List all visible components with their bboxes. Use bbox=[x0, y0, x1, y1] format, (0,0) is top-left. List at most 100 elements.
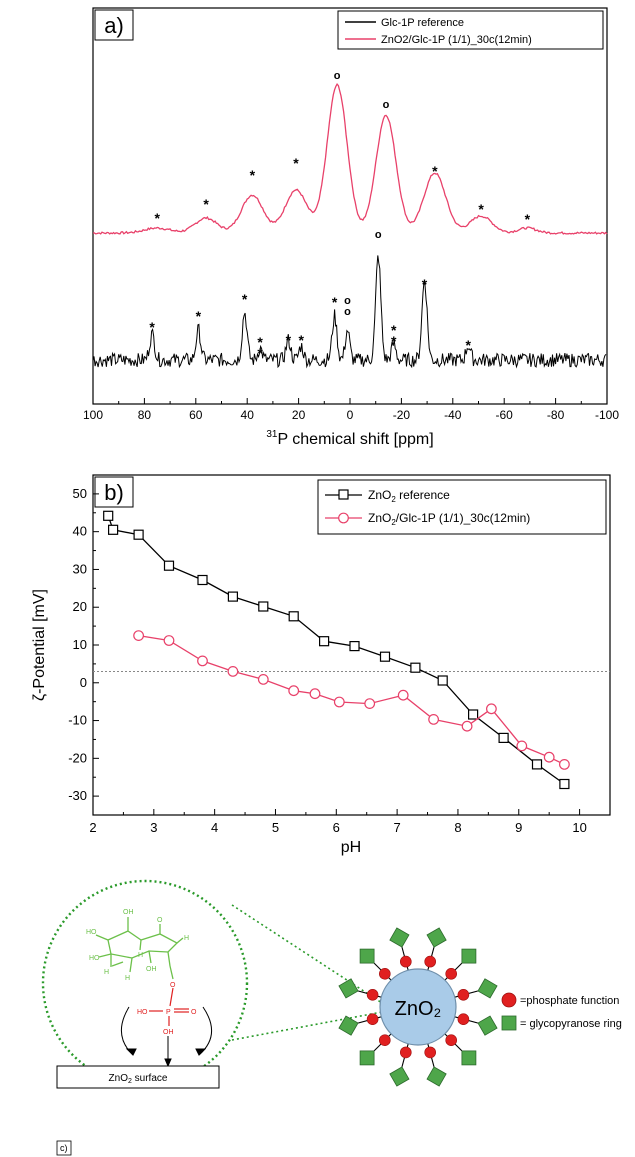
particle-glycopyranose bbox=[389, 927, 410, 948]
zeta-point-sample bbox=[543, 751, 555, 763]
zeta-series bbox=[103, 510, 570, 790]
zeta-point-reference bbox=[197, 574, 208, 586]
zeta-point-reference bbox=[258, 601, 269, 612]
glycopyranose-ring-drawing bbox=[95, 917, 184, 980]
particle-phosphate bbox=[424, 955, 437, 968]
nmr-circle-marker: o bbox=[344, 295, 351, 307]
nmr-x-axis: 100 80 60 40 20 0 -20 -40 -60 -80 -100 bbox=[83, 398, 619, 422]
nmr-spectrum-reference bbox=[92, 255, 607, 369]
nmr-x-tick-label: 100 bbox=[83, 408, 103, 422]
zeta-point-sample bbox=[333, 696, 345, 708]
zeta-point-sample bbox=[486, 703, 497, 715]
zoom-circle bbox=[41, 879, 249, 1087]
atom-oh-2: OH bbox=[146, 966, 157, 973]
zno2-surface-label: ZnO2 surface bbox=[109, 1073, 168, 1085]
particle-glycopyranose bbox=[461, 1050, 477, 1066]
atom-o-ring: O bbox=[157, 917, 163, 924]
zeta-point-reference bbox=[288, 611, 299, 622]
zeta-point-sample bbox=[309, 688, 321, 700]
zeta-legend-sample-post: /Glc-1P (1/1)_30c(12min) bbox=[396, 511, 531, 525]
zeta-legend-ref-sub: 2 bbox=[391, 495, 396, 504]
zeta-point-sample bbox=[197, 655, 208, 667]
atom-ho-1: HO bbox=[86, 929, 97, 936]
zeta-point-sample bbox=[397, 689, 409, 701]
zeta-point-sample bbox=[516, 740, 528, 752]
particle-phosphate bbox=[366, 988, 379, 1001]
zeta-x-tick-label: 10 bbox=[572, 820, 586, 835]
nmr-panel-label-box bbox=[94, 9, 134, 41]
zeta-legend-sample-pre: ZnO bbox=[368, 511, 391, 525]
nmr-x-axis-title-main: P chemical shift [ppm] bbox=[277, 431, 433, 448]
zeta-x-tick-label: 5 bbox=[272, 820, 279, 835]
zeta-legend-ref-post: reference bbox=[396, 488, 450, 502]
nmr-x-axis-title-sup: 31 bbox=[266, 429, 278, 440]
zeta-point-reference bbox=[437, 675, 448, 686]
atom-h-4: H bbox=[138, 952, 143, 959]
atom-h-3: H bbox=[184, 935, 189, 942]
particle-phosphate bbox=[378, 967, 391, 980]
nmr-star-marker: * bbox=[391, 333, 397, 349]
schematic-panel: OH HO HO H H OH O H H O P HO O bbox=[41, 879, 622, 1156]
zno2-surface-box bbox=[56, 1065, 220, 1089]
zeta-y-tick-label: 10 bbox=[73, 637, 87, 652]
zeta-x-tick-label: 3 bbox=[150, 820, 157, 835]
particle-glycopyranose bbox=[426, 927, 447, 948]
zeta-panel-label-box bbox=[94, 476, 134, 508]
nmr-star-marker: * bbox=[286, 332, 292, 348]
zeta-x-tick-label: 6 bbox=[333, 820, 340, 835]
nmr-circle-marker: o bbox=[375, 229, 382, 241]
particle-glycopyranose bbox=[461, 948, 477, 964]
nmr-star-marker: * bbox=[257, 345, 263, 361]
zeta-axes: 2 3 4 5 6 7 8 9 10 -30 -20 -10 0 10 20 30 40 50 bbox=[68, 474, 610, 835]
atom-h-1: H bbox=[104, 969, 109, 976]
atom-ho-p: HO bbox=[137, 1009, 148, 1016]
nmr-x-tick-label: 40 bbox=[241, 408, 255, 422]
zeta-point-sample bbox=[257, 674, 269, 685]
glucose-1-phosphate-structure: OH HO HO H H OH O H H O P HO O bbox=[86, 909, 212, 1068]
zeta-legend-sample-sub: 2 bbox=[391, 518, 396, 527]
nmr-circle-marker: o bbox=[383, 99, 390, 111]
zeta-point-sample bbox=[288, 685, 300, 697]
zeta-x-tick-label: 7 bbox=[394, 820, 401, 835]
zeta-point-sample bbox=[163, 635, 175, 646]
zeta-legend-ref-pre: ZnO bbox=[368, 488, 391, 502]
particle-glycopyranose bbox=[359, 948, 375, 964]
atom-o-double: O bbox=[191, 1009, 197, 1016]
atom-o-glycosidic: O bbox=[170, 982, 176, 989]
particle-glycopyranose bbox=[477, 978, 498, 999]
zeta-point-reference bbox=[468, 709, 479, 720]
zeta-panel: b) ZnO2 reference ZnO2/Glc-1P (1/1)_30c(… bbox=[31, 474, 611, 856]
zeta-point-reference bbox=[163, 560, 175, 571]
nmr-star-marker: * bbox=[196, 308, 202, 324]
zeta-legend-label-reference: ZnO2 reference bbox=[368, 488, 450, 504]
particle-phosphate bbox=[378, 1034, 391, 1046]
nmr-star-marker: * bbox=[149, 319, 155, 335]
zeta-point-sample bbox=[428, 714, 440, 725]
zno2-core-label: ZnO₂ bbox=[395, 998, 442, 1020]
nmr-x-tick-label: 60 bbox=[189, 408, 203, 422]
schematic-panel-label: c) bbox=[60, 1143, 68, 1153]
nmr-star-marker: * bbox=[155, 210, 161, 226]
zeta-x-tick-label: 9 bbox=[515, 820, 522, 835]
nmr-x-tick-label: -20 bbox=[393, 408, 411, 422]
zoom-line-bottom bbox=[231, 1011, 383, 1041]
nmr-x-tick-label: 0 bbox=[347, 408, 354, 422]
zeta-y-tick-label: 30 bbox=[73, 561, 87, 576]
particle-phosphate bbox=[399, 1046, 412, 1059]
nmr-panel-label: a) bbox=[104, 13, 124, 38]
surface-sub: 2 bbox=[128, 1078, 132, 1085]
particle-glycopyranose bbox=[389, 1066, 410, 1087]
zeta-line-reference bbox=[107, 515, 565, 785]
particle-phosphate bbox=[445, 967, 458, 980]
nmr-star-marker: * bbox=[391, 322, 397, 338]
particle-glycopyranose bbox=[477, 1015, 498, 1036]
atom-oh-1: OH bbox=[123, 909, 134, 916]
nmr-star-marker: * bbox=[422, 276, 428, 292]
nmr-peak-markers: **** ***oo**** ********ooo bbox=[149, 70, 530, 361]
particle-phosphate bbox=[457, 1013, 470, 1026]
zeta-point-reference bbox=[133, 529, 144, 540]
nmr-star-marker: * bbox=[525, 211, 531, 227]
zeta-point-sample bbox=[227, 666, 239, 677]
zeta-x-tick-label: 8 bbox=[454, 820, 461, 835]
